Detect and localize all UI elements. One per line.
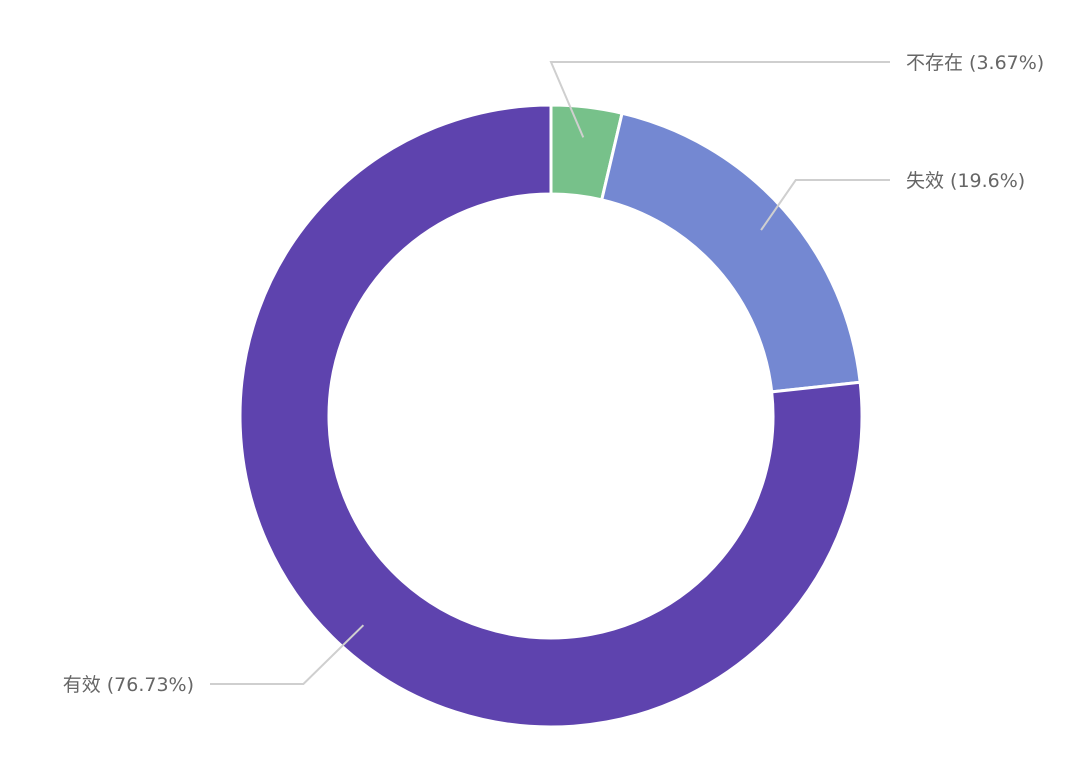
slice-label-1: 失效 (19.6%)	[906, 170, 1025, 192]
leader-line-2	[210, 624, 365, 685]
leader-line-0	[549, 61, 890, 138]
slices-layer	[238, 103, 864, 729]
labels-layer: 不存在 (3.67%) 失效 (19.6%) 有效 (76.73%)	[63, 52, 1045, 696]
leader-lines-layer	[210, 61, 890, 685]
leader-line-1	[760, 179, 890, 231]
donut-slice-2	[238, 103, 864, 729]
slice-label-0: 不存在 (3.67%)	[906, 52, 1044, 74]
slice-label-2: 有效 (76.73%)	[63, 674, 194, 696]
donut-slice-1	[600, 111, 862, 394]
